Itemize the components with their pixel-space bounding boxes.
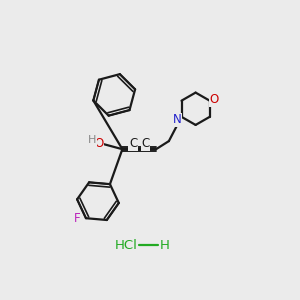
Text: O: O [209,93,218,106]
Text: H: H [159,238,169,252]
Text: HCl: HCl [114,238,137,252]
Text: C: C [141,137,149,150]
Text: N: N [173,113,182,126]
Text: F: F [74,212,81,225]
Text: H: H [88,135,96,146]
Text: C: C [129,137,137,150]
Text: O: O [94,137,104,150]
